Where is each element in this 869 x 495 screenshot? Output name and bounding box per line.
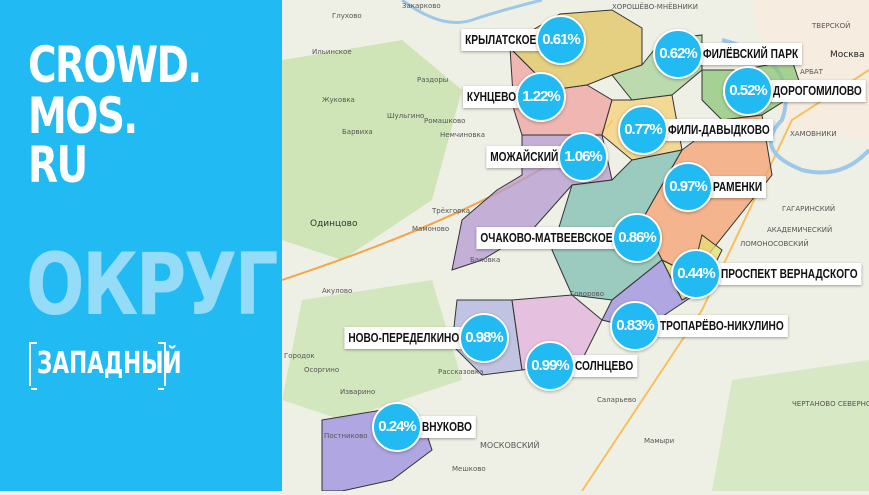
place-label: АРБАТ (800, 68, 823, 76)
value-filevsky-park: 0.62% (653, 29, 703, 79)
place-label: Ромашково (424, 117, 466, 125)
label-dorogomilovo: ДОРОГОМИЛОВО (748, 80, 866, 102)
forest-area (282, 40, 462, 260)
city-area (752, 0, 869, 140)
label-fili-davydkovo: ФИЛИ-ДАВЫДКОВО (643, 119, 774, 141)
forest-area (282, 280, 462, 420)
place-label: Шульгино (387, 112, 425, 120)
place-label: Изварино (340, 388, 376, 396)
place-label: Городок (284, 352, 315, 360)
label-krylatskoe: КРЫЛАТСКОЕ (460, 29, 561, 51)
value-krylatskoe: 0.61% (536, 15, 586, 65)
place-label: Постниково (324, 432, 368, 440)
value-novo-peredelkino: 0.98% (459, 313, 509, 363)
place-label: Саларьево (597, 396, 637, 404)
place-label: ЧЕРТАНОВО СЕВЕРНОЕ (792, 400, 869, 408)
place-label: Ильинское (312, 48, 352, 56)
place-label: Барвиха (342, 128, 373, 136)
place-label: МОСКОВСКИЙ (480, 441, 540, 450)
place-label: ЛОМОНОСОВСКИЙ (740, 240, 809, 248)
place-label: АКАДЕМИЧЕСКИЙ (767, 226, 833, 234)
brand-line-1: CROWD. (28, 36, 202, 94)
place-label: Говорово (570, 290, 605, 298)
value-fili-davydkovo: 0.77% (618, 105, 668, 155)
place-label: Закарково (402, 2, 441, 10)
value-kuntsevo: 1.22% (516, 72, 566, 122)
value-ramenki: 0.97% (663, 162, 713, 212)
forest-area (712, 360, 869, 491)
place-label: Глухово (332, 12, 362, 20)
brand-line-2: MOS. (28, 87, 138, 145)
place-label: Акулово (322, 287, 353, 295)
place-label: ТВЕРСКОЙ (812, 22, 851, 30)
place-label: Одинцово (310, 219, 358, 229)
place-label: Немчиновка (440, 131, 486, 139)
place-label: Москва (830, 50, 865, 60)
district-name: ЗАПАДНЫЙ (37, 346, 182, 381)
value-troparevo: 0.83% (610, 301, 660, 351)
value-vnukovo: 0.24% (372, 402, 422, 452)
label-prospekt-vernadskogo: ПРОСПЕКТ ВЕРНАДСКОГО (696, 263, 862, 285)
label-novo-peredelkino: НОВО-ПЕРЕДЕЛКИНО (344, 327, 484, 349)
place-label: Раздоры (417, 76, 449, 84)
brand-panel: CROWD. MOS. RU ОКРУГ ЗАПАДНЫЙ (0, 0, 282, 491)
label-filevsky-park: ФИЛЁВСКИЙ ПАРК (678, 43, 803, 65)
place-label: ХОРОШЁВО-МНЁВНИКИ (612, 3, 699, 11)
place-label: ГАГАРИНСКИЙ (782, 205, 836, 213)
district-name-box: ЗАПАДНЫЙ (29, 342, 182, 386)
value-dorogomilovo: 0.52% (723, 66, 773, 116)
label-troparevo: ТРОПАРЁВО-НИКУЛИНО (635, 315, 788, 337)
place-label: Осоргино (304, 366, 340, 374)
river (401, 0, 543, 24)
value-prospekt-vernadskogo: 0.44% (671, 249, 721, 299)
brand-line-3: RU (28, 136, 88, 194)
value-ochakovo: 0.86% (612, 213, 662, 263)
place-label: Мешково (452, 465, 486, 473)
place-label: ХАМОВНИКИ (790, 130, 837, 138)
value-solntsevo: 0.99% (525, 341, 575, 391)
label-ochakovo: ОЧАКОВО-МАТВЕЕВСКОЕ (475, 227, 637, 249)
place-label: Мамоново (412, 225, 450, 233)
place-label: Баковка (470, 256, 501, 264)
place-label: Трёхгорка (432, 207, 471, 215)
place-label: Мамыри (644, 437, 675, 445)
value-mozhaysky: 1.06% (558, 132, 608, 182)
heading: ОКРУГ (26, 235, 278, 335)
place-label: Рассказовка (438, 368, 484, 376)
place-label: Жуковка (322, 96, 355, 104)
